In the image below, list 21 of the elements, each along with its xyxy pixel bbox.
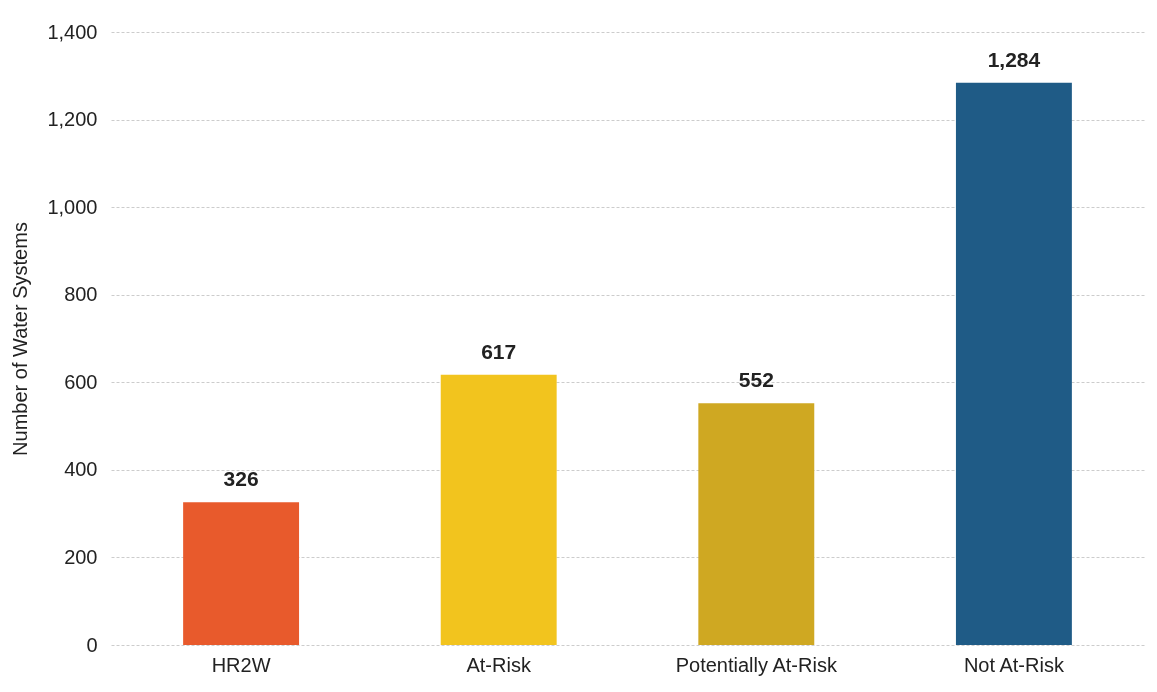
data-label: 552 bbox=[738, 368, 774, 392]
y-tick-label: 0 bbox=[86, 633, 98, 656]
y-axis-title: Number of Water Systems bbox=[9, 222, 32, 456]
bar bbox=[955, 82, 1072, 645]
bar bbox=[698, 403, 815, 645]
y-tick-label: 1,000 bbox=[47, 195, 98, 218]
y-tick-label: 400 bbox=[64, 458, 98, 481]
x-tick-label: Potentially At-Risk bbox=[675, 653, 838, 676]
x-tick-label: At-Risk bbox=[466, 653, 532, 676]
y-tick-label: 1,400 bbox=[47, 20, 98, 43]
data-label: 617 bbox=[481, 339, 517, 363]
y-tick-label: 200 bbox=[64, 545, 98, 568]
y-tick-label: 600 bbox=[64, 370, 98, 393]
x-tick-label: HR2W bbox=[211, 653, 271, 676]
y-tick-label: 1,200 bbox=[47, 108, 98, 131]
data-label: 1,284 bbox=[987, 47, 1041, 71]
bar bbox=[440, 374, 557, 645]
y-tick-label: 800 bbox=[64, 283, 98, 306]
data-label: 326 bbox=[223, 467, 259, 491]
bar bbox=[183, 502, 300, 645]
x-tick-label: Not At-Risk bbox=[963, 653, 1065, 676]
